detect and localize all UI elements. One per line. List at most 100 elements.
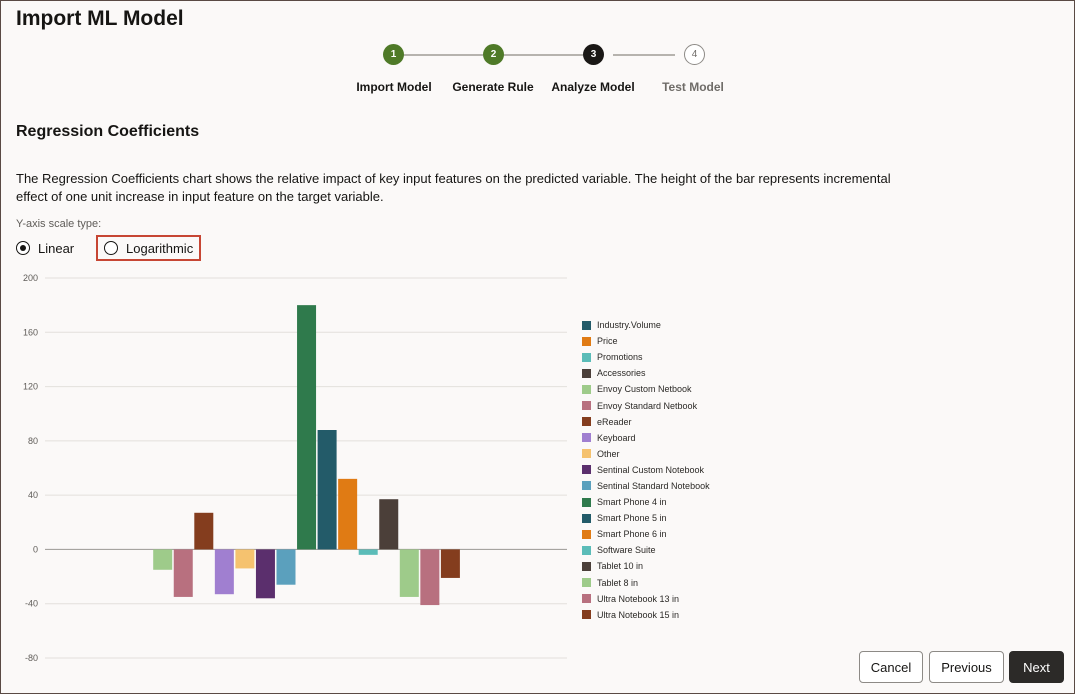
legend-swatch	[582, 545, 591, 555]
bar-smart-phone-5-in[interactable]	[317, 430, 337, 550]
legend-swatch	[582, 352, 591, 362]
bar-ultra-notebook-13-in[interactable]	[420, 549, 440, 606]
legend-item[interactable]: Industry.Volume	[582, 317, 710, 333]
legend-item[interactable]: Promotions	[582, 349, 710, 365]
legend-item[interactable]: Tablet 8 in	[582, 575, 710, 591]
section-description: The Regression Coefficients chart shows …	[16, 171, 891, 204]
step-3-label[interactable]: Analyze Model	[551, 80, 635, 94]
legend-item[interactable]: Other	[582, 446, 710, 462]
legend-label: Other	[597, 448, 620, 459]
y-axis-ticks: 200 160 120 80 40 0 -40 -80	[23, 273, 38, 663]
step-4-label: Test Model	[662, 80, 724, 94]
legend-swatch	[582, 465, 591, 475]
step-2-indicator[interactable]: 2	[483, 44, 504, 65]
legend-item[interactable]: Envoy Standard Netbook	[582, 397, 710, 413]
chart-legend: Industry.Volume Price Promotions Accessorie…	[582, 317, 710, 623]
legend-swatch	[582, 384, 591, 394]
bar-tablet-10-in[interactable]	[379, 499, 399, 550]
bar-tablet-8-in[interactable]	[399, 549, 419, 597]
legend-item[interactable]: Software Suite	[582, 542, 710, 558]
legend-label: Sentinal Standard Notebook	[597, 480, 710, 491]
legend-item[interactable]: Tablet 10 in	[582, 558, 710, 574]
step-3-indicator[interactable]: 3	[583, 44, 604, 65]
legend-label: Ultra Notebook 13 in	[597, 593, 680, 604]
radio-logarithmic[interactable]: Logarithmic	[96, 235, 202, 261]
page-title: Import ML Model	[16, 7, 184, 30]
radio-unselected-icon	[104, 241, 118, 255]
legend-label: eReader	[597, 416, 632, 427]
legend-label: Envoy Standard Netbook	[597, 400, 698, 411]
bar-sentinal-custom-notebook[interactable]	[255, 549, 275, 599]
legend-label: Tablet 8 in	[597, 577, 639, 588]
section-title: Regression Coefficients	[16, 123, 200, 140]
y-tick-label: 160	[23, 327, 38, 337]
legend-swatch	[582, 578, 591, 588]
legend-item[interactable]: Sentinal Custom Notebook	[582, 462, 710, 478]
bar-smart-phone-6-in[interactable]	[338, 478, 358, 550]
bar-ultra-notebook-15-in[interactable]	[440, 549, 460, 578]
legend-label: Smart Phone 5 in	[597, 513, 667, 524]
legend-label: Industry.Volume	[597, 320, 661, 331]
legend-item[interactable]: Ultra Notebook 15 in	[582, 607, 710, 623]
radio-linear-label: Linear	[38, 240, 75, 256]
next-button[interactable]: Next	[1009, 651, 1064, 683]
step-connector	[613, 54, 675, 56]
legend-item[interactable]: Sentinal Standard Notebook	[582, 478, 710, 494]
bar-envoy-custom-netbook[interactable]	[153, 549, 173, 570]
y-tick-label: 200	[23, 273, 38, 283]
previous-button[interactable]: Previous	[929, 651, 1004, 683]
bar-envoy-standard-netbook[interactable]	[173, 549, 193, 597]
bar-ereader[interactable]	[194, 512, 214, 550]
legend-label: Smart Phone 4 in	[597, 497, 667, 508]
bar-smart-phone-4-in[interactable]	[297, 305, 317, 550]
radio-selected-icon	[16, 241, 30, 255]
step-connector	[403, 54, 483, 56]
y-tick-label: -80	[25, 653, 38, 663]
legend-item[interactable]: Ultra Notebook 13 in	[582, 591, 710, 607]
bar-sentinal-standard-notebook[interactable]	[276, 549, 296, 585]
legend-item[interactable]: Smart Phone 5 in	[582, 510, 710, 526]
legend-label: Accessories	[597, 368, 646, 379]
radio-linear[interactable]: Linear	[16, 237, 74, 259]
step-4-indicator: 4	[684, 44, 705, 65]
y-tick-label: 80	[28, 436, 38, 446]
radio-logarithmic-label: Logarithmic	[126, 240, 194, 256]
legend-label: Sentinal Custom Notebook	[597, 464, 705, 475]
legend-label: Promotions	[597, 352, 643, 363]
bar-software-suite[interactable]	[358, 549, 378, 555]
legend-item[interactable]: Smart Phone 4 in	[582, 494, 710, 510]
chart-bars	[153, 305, 460, 606]
legend-label: Price	[597, 336, 618, 347]
legend-item[interactable]: Smart Phone 6 in	[582, 526, 710, 542]
legend-swatch	[582, 594, 591, 604]
y-tick-label: 0	[33, 544, 38, 554]
step-2-label[interactable]: Generate Rule	[452, 80, 534, 94]
legend-swatch	[582, 529, 591, 539]
cancel-button[interactable]: Cancel	[859, 651, 923, 683]
legend-swatch	[582, 449, 591, 459]
legend-swatch	[582, 497, 591, 507]
bar-other[interactable]	[235, 549, 255, 569]
y-tick-label: -40	[25, 599, 38, 609]
legend-label: Tablet 10 in	[597, 561, 644, 572]
legend-item[interactable]: Envoy Custom Netbook	[582, 381, 710, 397]
legend-swatch	[582, 433, 591, 443]
y-tick-label: 120	[23, 382, 38, 392]
wizard-stepper: 1 2 3 4 Import Model Generate Rule Analy…	[1, 1, 1074, 101]
legend-label: Smart Phone 6 in	[597, 529, 667, 540]
legend-swatch	[582, 610, 591, 620]
step-1-label[interactable]: Import Model	[356, 80, 432, 94]
step-1-indicator[interactable]: 1	[383, 44, 404, 65]
y-axis-scale-label: Y-axis scale type:	[16, 218, 102, 230]
legend-item[interactable]: eReader	[582, 414, 710, 430]
legend-item[interactable]: Price	[582, 333, 710, 349]
legend-swatch	[582, 417, 591, 427]
legend-swatch	[582, 336, 591, 346]
legend-swatch	[582, 320, 591, 330]
legend-swatch	[582, 401, 591, 411]
legend-item[interactable]: Keyboard	[582, 430, 710, 446]
bar-keyboard[interactable]	[214, 549, 234, 595]
legend-item[interactable]: Accessories	[582, 365, 710, 381]
step-connector	[503, 54, 583, 56]
